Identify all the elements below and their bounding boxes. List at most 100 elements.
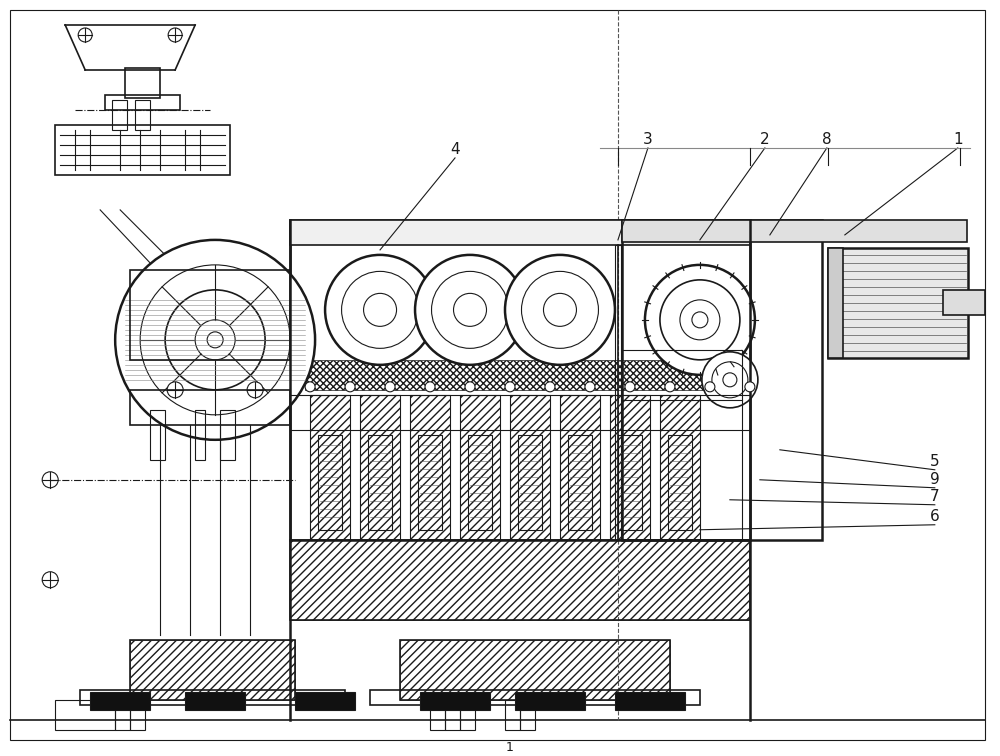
Bar xyxy=(295,692,355,710)
Circle shape xyxy=(543,293,576,327)
Bar xyxy=(660,395,700,540)
Bar xyxy=(360,395,400,540)
Bar xyxy=(668,435,692,530)
Circle shape xyxy=(545,382,555,392)
Bar xyxy=(80,689,345,705)
Bar xyxy=(520,700,535,730)
Bar xyxy=(90,692,150,710)
Bar xyxy=(560,395,600,540)
Bar xyxy=(220,410,235,460)
Bar xyxy=(828,248,968,358)
Bar xyxy=(460,700,475,730)
Bar xyxy=(130,640,295,700)
Circle shape xyxy=(342,271,419,349)
Bar xyxy=(420,692,490,710)
Bar xyxy=(135,100,150,130)
Bar xyxy=(290,540,750,620)
Bar xyxy=(185,692,245,710)
Circle shape xyxy=(78,28,92,42)
Circle shape xyxy=(745,382,755,392)
Text: 6: 6 xyxy=(930,510,940,524)
Circle shape xyxy=(712,362,748,398)
Circle shape xyxy=(415,255,525,365)
Circle shape xyxy=(432,271,508,349)
Bar xyxy=(310,395,350,540)
Bar xyxy=(468,435,492,530)
Circle shape xyxy=(585,382,595,392)
Bar xyxy=(55,700,115,730)
Bar xyxy=(130,700,145,730)
Bar xyxy=(130,390,290,425)
Circle shape xyxy=(325,255,435,365)
Bar xyxy=(130,640,295,700)
Circle shape xyxy=(454,293,487,327)
Circle shape xyxy=(305,382,315,392)
Bar xyxy=(410,395,450,540)
Bar xyxy=(290,540,750,620)
Circle shape xyxy=(705,382,715,392)
Text: 8: 8 xyxy=(822,132,832,147)
Text: 4: 4 xyxy=(450,142,460,157)
Bar xyxy=(568,435,592,530)
Bar xyxy=(125,68,160,98)
Circle shape xyxy=(140,265,290,415)
Bar xyxy=(112,100,127,130)
Circle shape xyxy=(723,373,737,387)
Bar xyxy=(290,220,750,245)
Circle shape xyxy=(165,290,265,390)
Circle shape xyxy=(521,271,598,349)
Text: 3: 3 xyxy=(643,132,653,147)
Bar xyxy=(305,360,745,390)
Bar xyxy=(105,95,180,110)
Bar xyxy=(150,410,165,460)
Bar xyxy=(828,248,843,358)
Circle shape xyxy=(625,382,635,392)
Text: 1: 1 xyxy=(506,741,514,754)
Circle shape xyxy=(505,382,515,392)
Bar xyxy=(622,220,822,540)
Bar xyxy=(510,395,550,540)
Bar xyxy=(560,395,600,540)
Bar xyxy=(515,692,585,710)
Circle shape xyxy=(345,382,355,392)
Bar xyxy=(460,395,500,540)
Bar xyxy=(610,395,650,540)
Circle shape xyxy=(425,382,435,392)
Bar xyxy=(360,395,400,540)
Bar xyxy=(622,220,967,242)
Bar xyxy=(310,395,350,540)
Bar xyxy=(55,125,230,175)
Circle shape xyxy=(465,382,475,392)
Text: 7: 7 xyxy=(930,489,940,504)
Circle shape xyxy=(42,472,58,488)
Circle shape xyxy=(167,382,183,398)
Bar xyxy=(430,700,445,730)
Text: 9: 9 xyxy=(930,472,940,488)
Bar xyxy=(290,220,750,540)
Bar xyxy=(615,692,685,710)
Bar xyxy=(418,435,442,530)
Bar xyxy=(195,410,205,460)
Circle shape xyxy=(385,382,395,392)
Bar xyxy=(505,700,520,730)
Circle shape xyxy=(702,352,758,407)
Circle shape xyxy=(665,382,675,392)
Bar xyxy=(660,395,700,540)
Circle shape xyxy=(207,332,223,348)
Bar xyxy=(130,270,290,360)
Circle shape xyxy=(660,280,740,360)
Bar xyxy=(622,350,742,540)
Circle shape xyxy=(680,300,720,340)
Circle shape xyxy=(115,240,315,440)
Circle shape xyxy=(364,293,397,327)
Bar xyxy=(368,435,392,530)
Bar xyxy=(510,395,550,540)
Bar xyxy=(445,700,460,730)
Bar xyxy=(318,435,342,530)
Circle shape xyxy=(645,265,755,375)
Bar xyxy=(610,395,650,540)
Bar xyxy=(410,395,450,540)
Bar xyxy=(460,395,500,540)
Bar xyxy=(400,640,670,700)
Bar xyxy=(943,290,985,314)
